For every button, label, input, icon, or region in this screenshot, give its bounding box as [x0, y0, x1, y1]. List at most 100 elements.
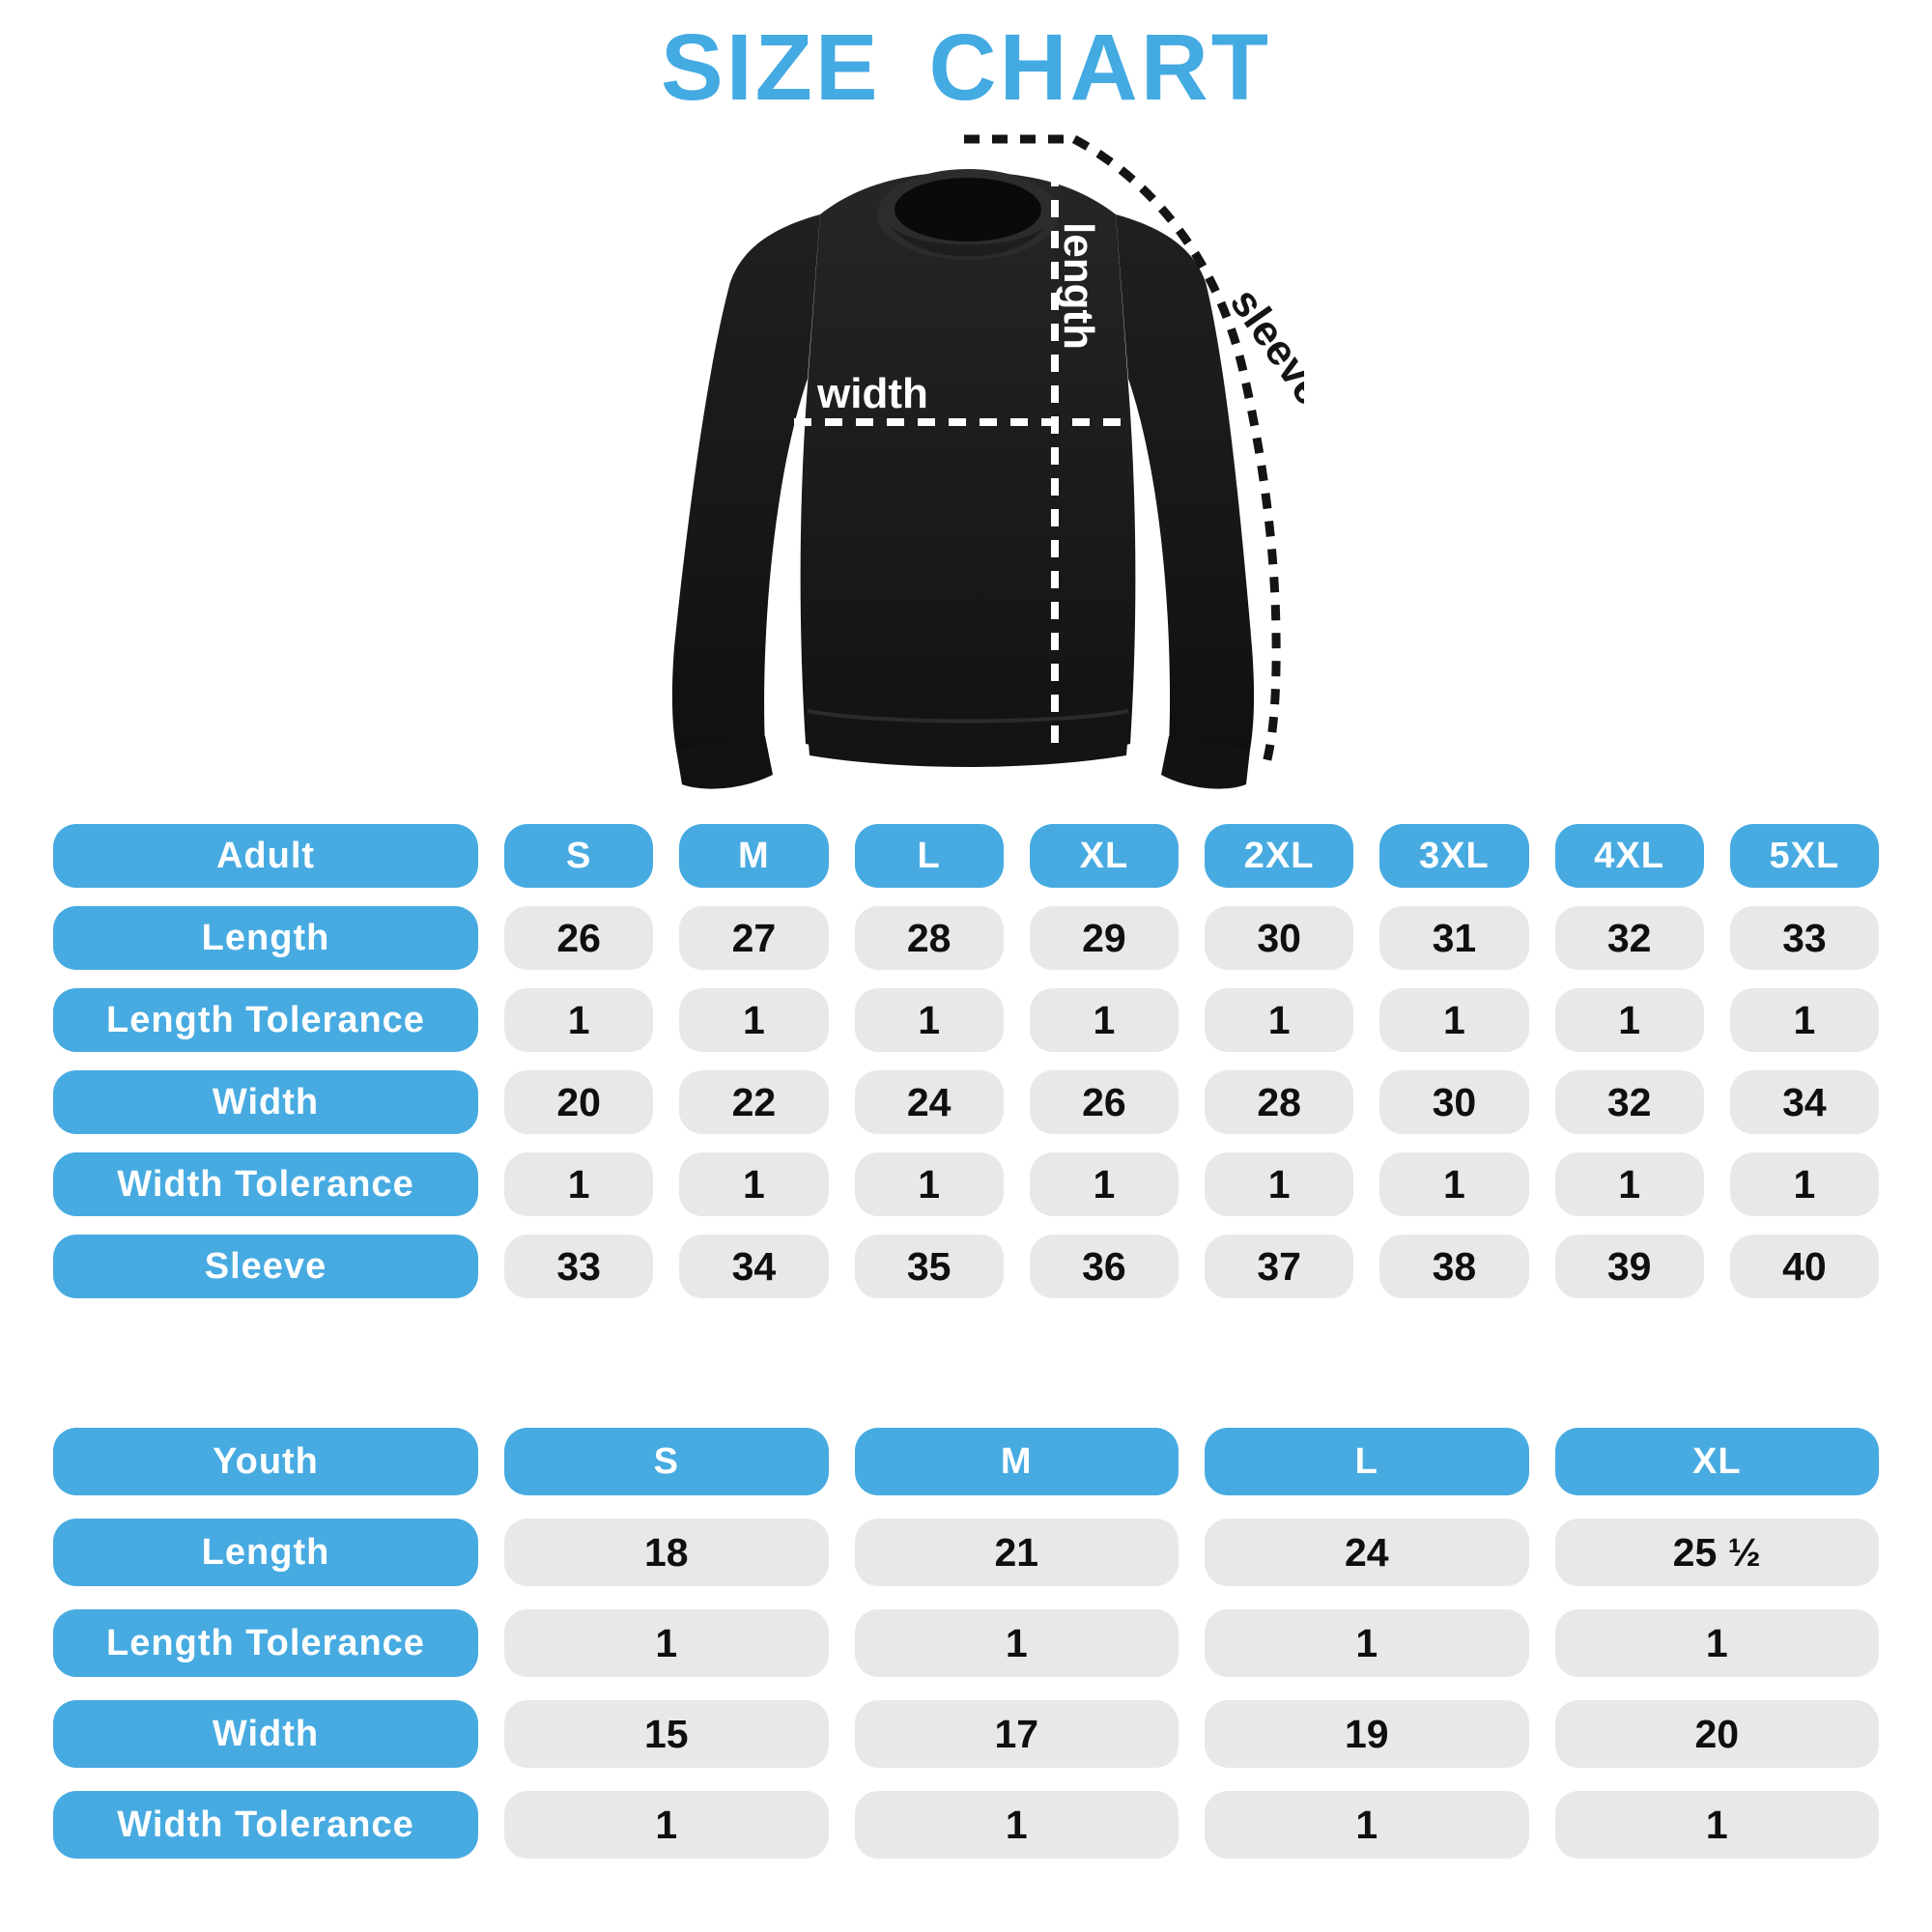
- adult-value-cell: 30: [1205, 906, 1354, 970]
- adult-header-row: Adult S M L XL 2XL 3XL 4XL 5XL: [53, 824, 1879, 888]
- adult-value-cell: 37: [1205, 1235, 1354, 1298]
- adult-size-header-3xl: 3XL: [1379, 824, 1529, 888]
- length-label: length: [1055, 222, 1102, 350]
- adult-row-label: Sleeve: [53, 1235, 478, 1298]
- adult-value-cell: 20: [504, 1070, 654, 1134]
- adult-value-cell: 1: [504, 988, 654, 1052]
- adult-value-cell: 1: [504, 1152, 654, 1216]
- sleeve-label: sleeve: [1221, 280, 1304, 413]
- youth-row-width: Width 15 17 19 20: [53, 1700, 1879, 1768]
- youth-value-cell: 1: [1205, 1609, 1529, 1677]
- youth-size-header-m: M: [854, 1428, 1179, 1495]
- youth-value-cell: 1: [1554, 1609, 1879, 1677]
- adult-value-cell: 39: [1554, 1235, 1704, 1298]
- youth-value-cell: 24: [1205, 1519, 1529, 1586]
- youth-value-cell: 15: [504, 1700, 829, 1768]
- adult-row-width-tolerance: Width Tolerance 1 1 1 1 1 1 1 1: [53, 1152, 1879, 1216]
- adult-size-header-2xl: 2XL: [1205, 824, 1354, 888]
- adult-size-header-4xl: 4XL: [1554, 824, 1704, 888]
- adult-value-cell: 40: [1729, 1235, 1879, 1298]
- collar-shadow: [891, 226, 1045, 257]
- youth-size-header-xl: XL: [1554, 1428, 1879, 1495]
- youth-value-cell: 25 ½: [1554, 1519, 1879, 1586]
- adult-value-cell: 22: [679, 1070, 829, 1134]
- adult-value-cell: 1: [1029, 988, 1179, 1052]
- youth-row-label: Length: [53, 1519, 478, 1586]
- adult-row-length: Length 26 27 28 29 30 31 32 33: [53, 906, 1879, 970]
- youth-value-cell: 1: [1205, 1791, 1529, 1859]
- adult-value-cell: 28: [1205, 1070, 1354, 1134]
- youth-value-cell: 1: [854, 1791, 1179, 1859]
- adult-value-cell: 1: [679, 988, 829, 1052]
- adult-size-header-l: L: [854, 824, 1004, 888]
- adult-value-cell: 36: [1029, 1235, 1179, 1298]
- collar-opening: [895, 178, 1041, 242]
- adult-value-cell: 1: [1029, 1152, 1179, 1216]
- adult-size-table: Adult S M L XL 2XL 3XL 4XL 5XL Length 26 27 28 29 30 31…: [53, 824, 1879, 1317]
- adult-value-cell: 32: [1554, 1070, 1704, 1134]
- adult-value-cell: 33: [1729, 906, 1879, 970]
- youth-size-table: Youth S M L XL Length 18 21 24 25 ½ Length Toleran…: [53, 1428, 1879, 1882]
- youth-row-width-tolerance: Width Tolerance 1 1 1 1: [53, 1791, 1879, 1859]
- adult-value-cell: 27: [679, 906, 829, 970]
- youth-value-cell: 19: [1205, 1700, 1529, 1768]
- adult-value-cell: 32: [1554, 906, 1704, 970]
- adult-value-cell: 1: [1554, 1152, 1704, 1216]
- sweatshirt-diagram-svg: width length sleeve: [671, 134, 1304, 789]
- adult-row-sleeve: Sleeve 33 34 35 36 37 38 39 40: [53, 1235, 1879, 1298]
- youth-row-label: Length Tolerance: [53, 1609, 478, 1677]
- youth-value-cell: 17: [854, 1700, 1179, 1768]
- adult-row-label: Length: [53, 906, 478, 970]
- width-label: width: [816, 370, 928, 417]
- adult-value-cell: 1: [1379, 988, 1529, 1052]
- adult-size-header-5xl: 5XL: [1729, 824, 1879, 888]
- adult-value-cell: 24: [854, 1070, 1004, 1134]
- youth-value-cell: 1: [504, 1791, 829, 1859]
- adult-row-label: Width Tolerance: [53, 1152, 478, 1216]
- youth-header-row: Youth S M L XL: [53, 1428, 1879, 1495]
- adult-value-cell: 38: [1379, 1235, 1529, 1298]
- right-sleeve: [1116, 214, 1255, 759]
- hem-seam: [807, 709, 1129, 724]
- adult-value-cell: 35: [854, 1235, 1004, 1298]
- adult-row-label: Length Tolerance: [53, 988, 478, 1052]
- adult-value-cell: 28: [854, 906, 1004, 970]
- adult-value-cell: 1: [1729, 988, 1879, 1052]
- adult-size-header-xl: XL: [1029, 824, 1179, 888]
- adult-header-label: Adult: [53, 824, 478, 888]
- youth-value-cell: 20: [1554, 1700, 1879, 1768]
- adult-size-header-s: S: [504, 824, 654, 888]
- adult-value-cell: 26: [504, 906, 654, 970]
- left-sleeve: [671, 214, 820, 759]
- adult-row-length-tolerance: Length Tolerance 1 1 1 1 1 1 1 1: [53, 988, 1879, 1052]
- adult-value-cell: 30: [1379, 1070, 1529, 1134]
- adult-value-cell: 1: [1379, 1152, 1529, 1216]
- youth-size-header-s: S: [504, 1428, 829, 1495]
- youth-value-cell: 1: [854, 1609, 1179, 1677]
- left-cuff: [676, 736, 773, 789]
- adult-value-cell: 1: [1205, 1152, 1354, 1216]
- adult-value-cell: 26: [1029, 1070, 1179, 1134]
- youth-row-length: Length 18 21 24 25 ½: [53, 1519, 1879, 1586]
- sweatshirt-illustration: [671, 169, 1255, 789]
- adult-value-cell: 1: [854, 1152, 1004, 1216]
- youth-value-cell: 21: [854, 1519, 1179, 1586]
- adult-value-cell: 31: [1379, 906, 1529, 970]
- garment-diagram: width length sleeve: [628, 126, 1304, 821]
- youth-value-cell: 1: [1554, 1791, 1879, 1859]
- youth-value-cell: 18: [504, 1519, 829, 1586]
- adult-size-header-m: M: [679, 824, 829, 888]
- youth-row-label: Width: [53, 1700, 478, 1768]
- sleeve-dashed-line: [1071, 135, 1281, 769]
- youth-row-length-tolerance: Length Tolerance 1 1 1 1: [53, 1609, 1879, 1677]
- youth-row-label: Width Tolerance: [53, 1791, 478, 1859]
- adult-row-width: Width 20 22 24 26 28 30 32 34: [53, 1070, 1879, 1134]
- adult-row-label: Width: [53, 1070, 478, 1134]
- adult-value-cell: 34: [679, 1235, 829, 1298]
- adult-value-cell: 1: [854, 988, 1004, 1052]
- adult-value-cell: 1: [1554, 988, 1704, 1052]
- right-cuff: [1161, 736, 1250, 789]
- youth-size-header-l: L: [1205, 1428, 1529, 1495]
- adult-value-cell: 33: [504, 1235, 654, 1298]
